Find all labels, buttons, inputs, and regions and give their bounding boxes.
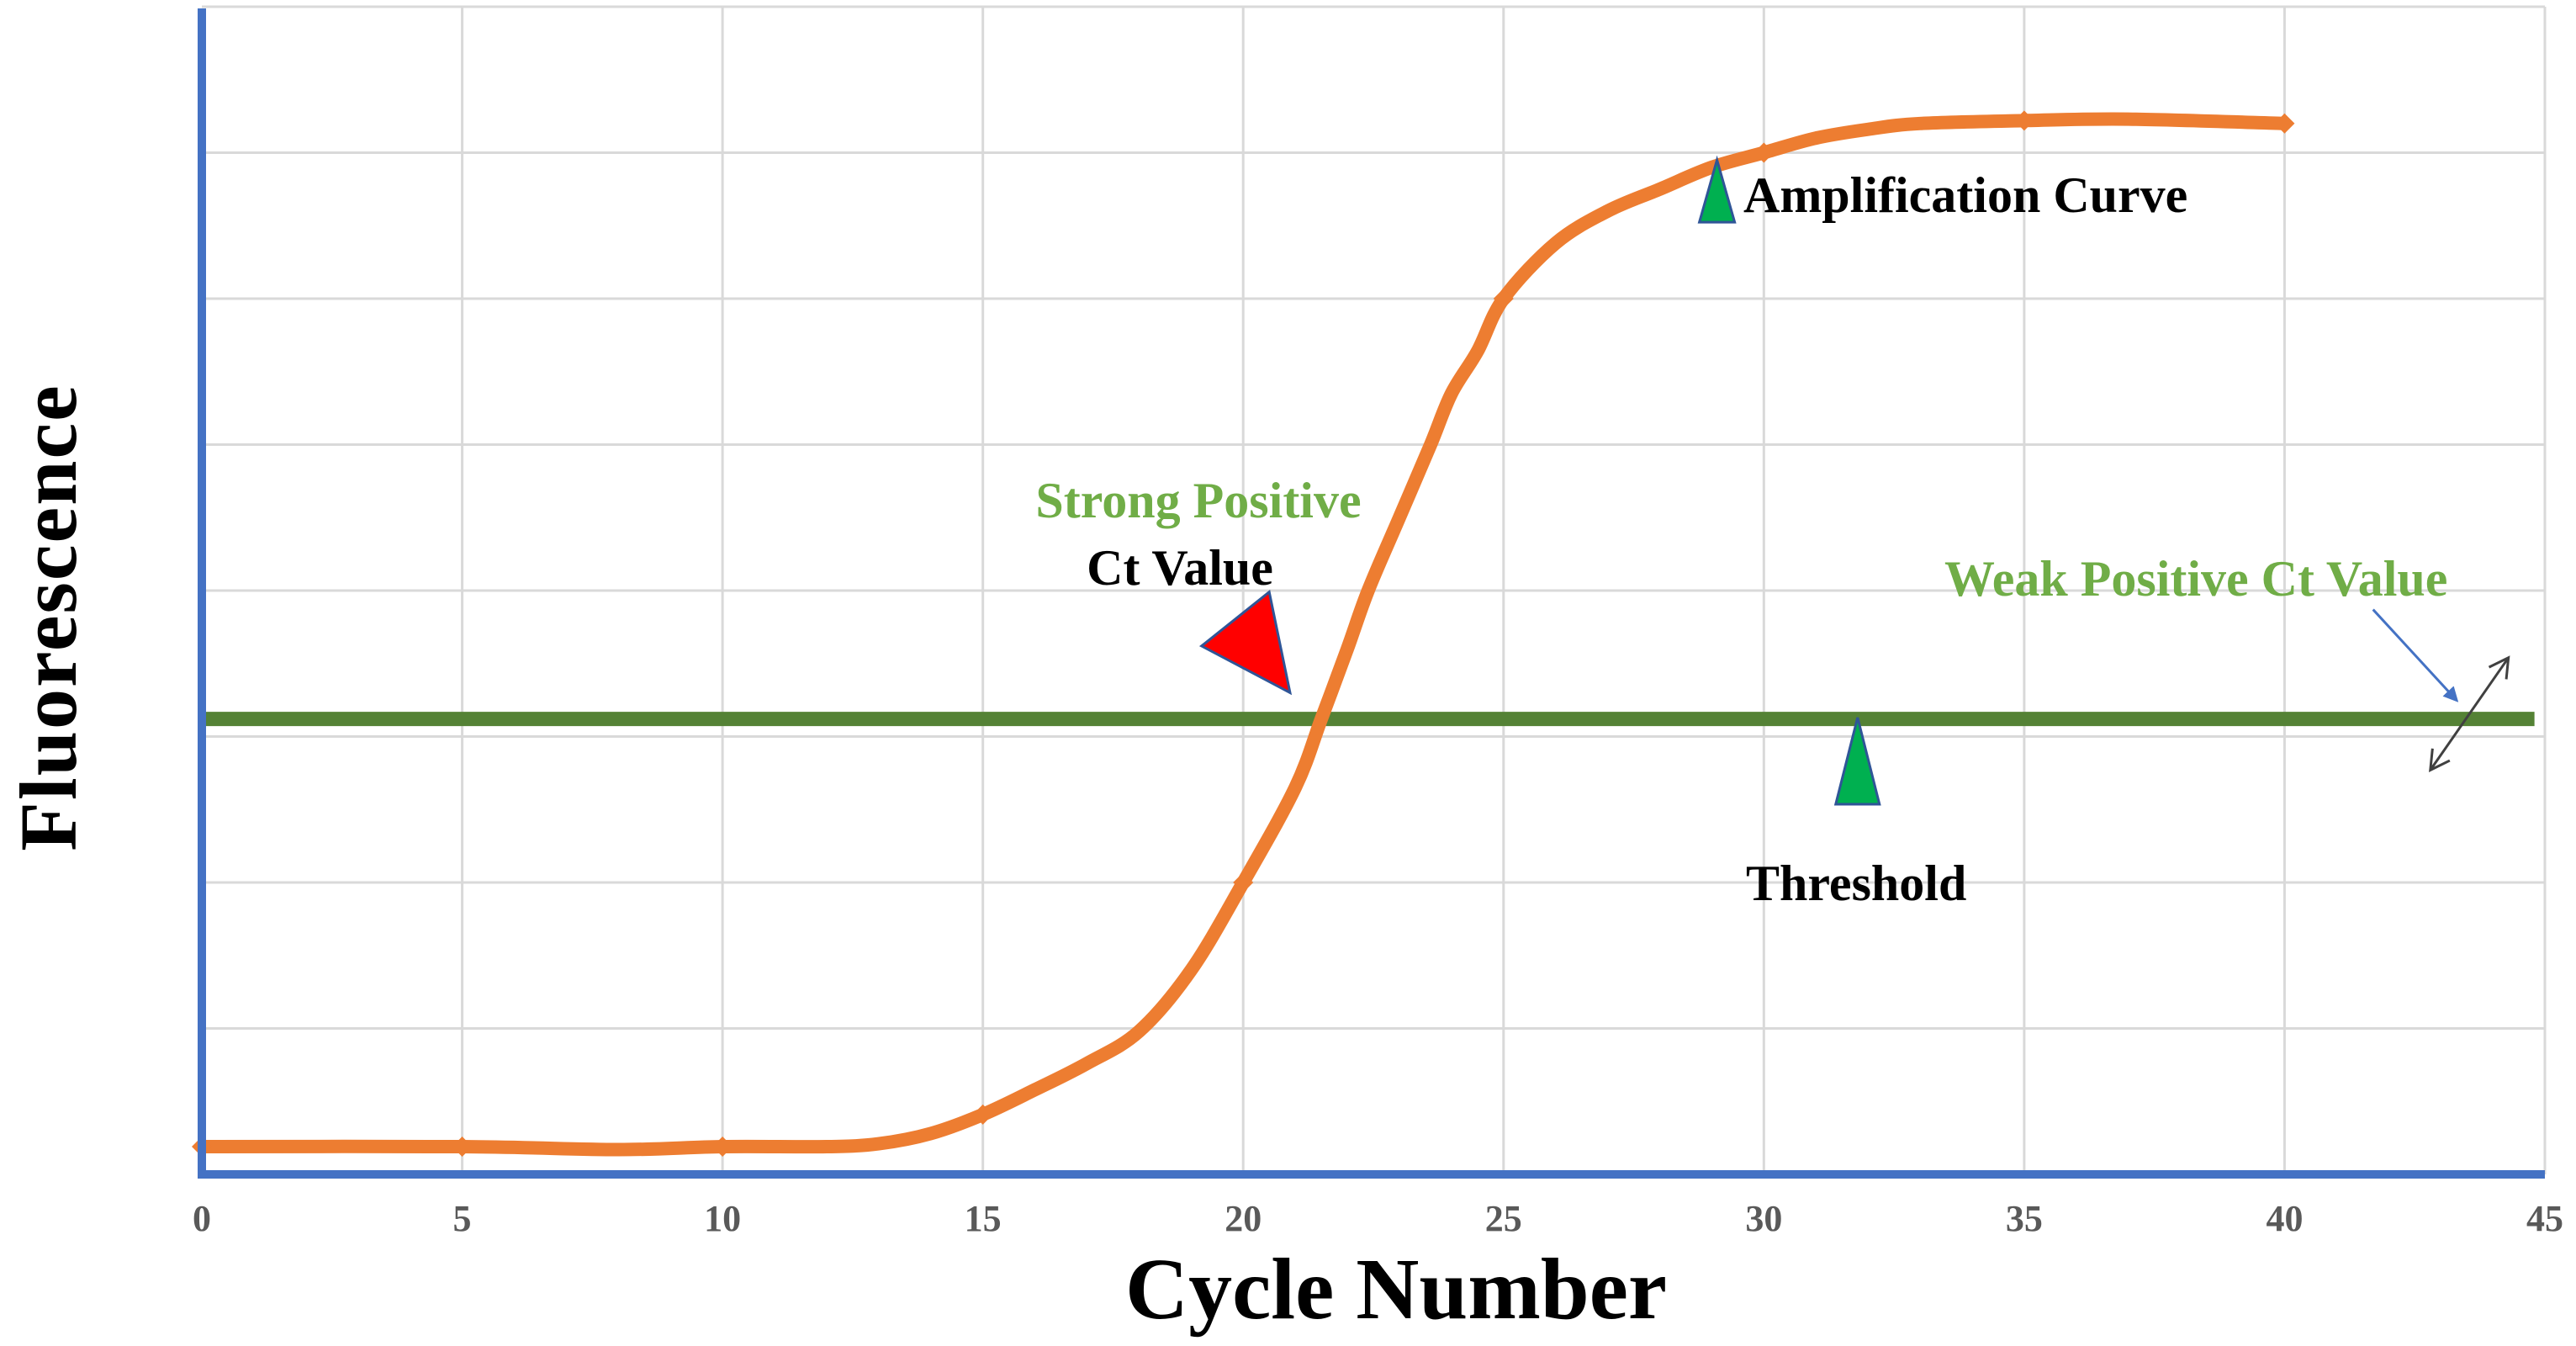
- weak-positive-pointer-arrow-icon: [2372, 608, 2459, 702]
- x-tick-label: 40: [2266, 1198, 2303, 1239]
- x-tick-label: 5: [453, 1198, 472, 1239]
- x-tick-label: 0: [193, 1198, 211, 1239]
- curve-data-point: [452, 1137, 473, 1158]
- threshold-marker-triangle-icon: [1833, 717, 1881, 806]
- curve-data-point: [1753, 142, 1775, 163]
- ct-value-label: Ct Value: [1087, 540, 1273, 596]
- curve-data-point: [1493, 289, 1514, 309]
- x-tick-label: 15: [965, 1198, 1002, 1239]
- amplification-curve-line: [195, 112, 2292, 1157]
- y-axis-title: Fluorescence: [3, 384, 93, 851]
- threshold-label: Threshold: [1746, 856, 1966, 911]
- threshold-adjust-double-arrow-icon[interactable]: [2429, 655, 2510, 772]
- x-axis-title: Cycle Number: [1125, 1241, 1667, 1338]
- x-tick-label: 35: [2006, 1198, 2043, 1239]
- x-tick-label: 30: [1745, 1198, 1782, 1239]
- x-tick-label: 20: [1225, 1198, 1262, 1239]
- strong-positive-label: Strong Positive: [1035, 473, 1361, 528]
- amplification-curve-label: Amplification Curve: [1743, 167, 2187, 223]
- x-tick-labels: 0 5 10 15 20 25 30 35 40 45: [193, 1198, 2563, 1239]
- curve-data-point: [1233, 872, 1254, 893]
- x-tick-label: 10: [704, 1198, 741, 1239]
- curve-data-point: [712, 1137, 733, 1158]
- strong-positive-ct-marker-triangle-icon: [1198, 590, 1293, 696]
- curve-data-point: [2274, 113, 2295, 134]
- horizontal-gridlines: [202, 5, 2545, 1030]
- x-tick-label: 25: [1485, 1198, 1522, 1239]
- curve-data-point: [2013, 110, 2034, 131]
- curve-point-markers: [192, 110, 2295, 1158]
- weak-positive-ct-value-label: Weak Positive Ct Value: [1944, 551, 2447, 607]
- amplification-curve-marker-triangle-icon: [1697, 155, 1737, 224]
- x-tick-label: 45: [2526, 1198, 2563, 1239]
- curve-data-point: [972, 1104, 993, 1125]
